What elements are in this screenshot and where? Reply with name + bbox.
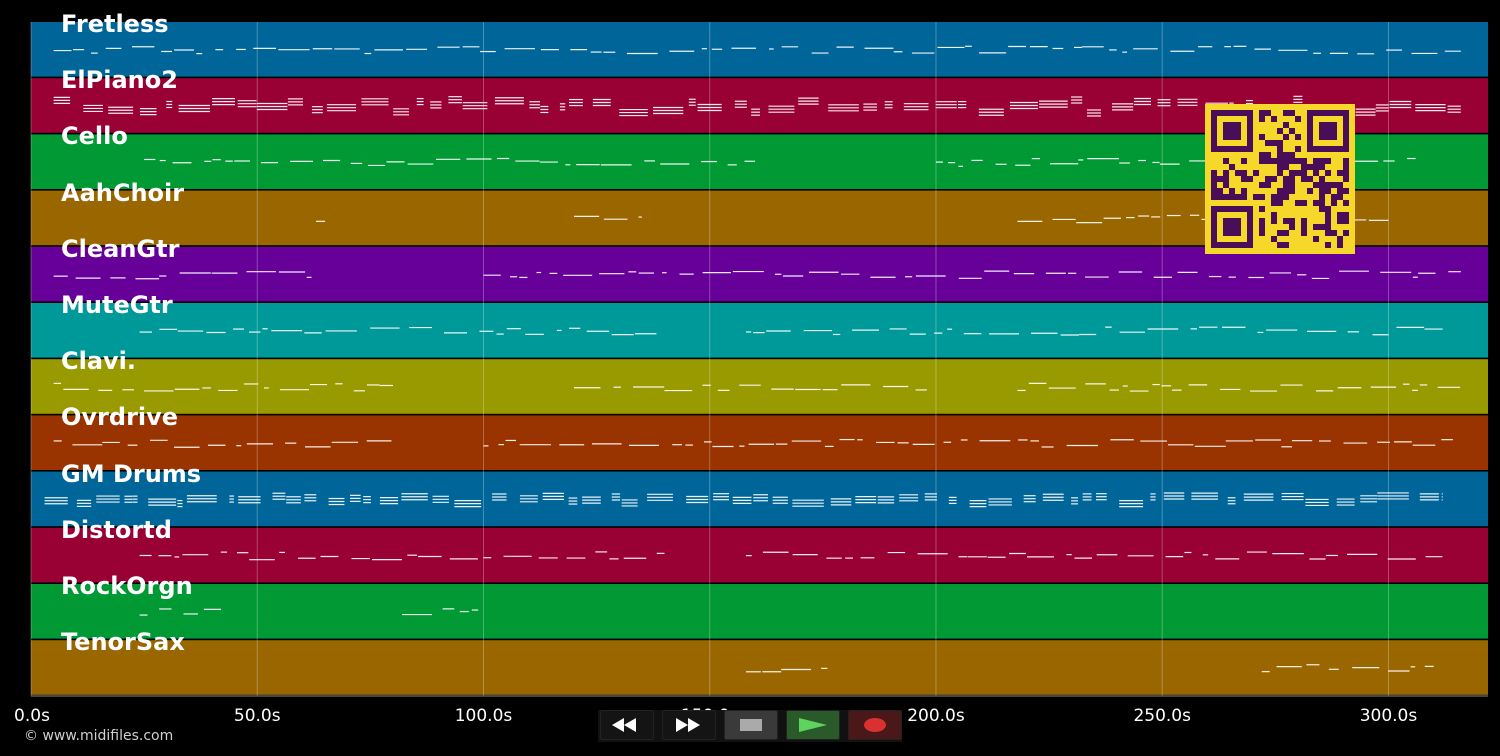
- track-band: [31, 640, 1488, 695]
- track-band: [31, 584, 1488, 639]
- track-label: ElPiano2: [61, 66, 178, 95]
- copyright-text: © www.midifiles.com: [24, 728, 174, 744]
- fast-forward-button[interactable]: [662, 710, 716, 740]
- play-icon: [799, 718, 827, 732]
- note-marks: [44, 45, 1461, 673]
- track-band: [31, 246, 1488, 302]
- track-band: [31, 22, 1488, 77]
- stop-button[interactable]: [724, 710, 778, 740]
- transport-controls: [598, 710, 902, 742]
- track-label: TenorSax: [61, 628, 185, 657]
- track-label: AahChoir: [61, 178, 185, 207]
- track-label: RockOrgn: [61, 572, 193, 600]
- rewind-button[interactable]: [600, 710, 654, 740]
- track-band: [31, 471, 1488, 527]
- track-band: [31, 415, 1488, 470]
- track-label: CleanGtr: [61, 234, 180, 263]
- track-label: Fretless: [61, 10, 169, 38]
- track-label: Ovrdrive: [61, 403, 179, 432]
- stop-icon: [740, 719, 762, 731]
- time-tick-label: 200.0s: [907, 706, 965, 726]
- record-icon: [864, 718, 886, 732]
- track-label: Cello: [61, 122, 128, 151]
- time-tick-label: 100.0s: [454, 706, 513, 726]
- track-label: Clavi.: [61, 347, 137, 376]
- time-tick-label: 50.0s: [233, 706, 281, 726]
- track-band: [31, 359, 1488, 414]
- time-tick-label: 0.0s: [14, 706, 50, 726]
- track-label: MuteGtr: [61, 291, 173, 319]
- record-button[interactable]: [848, 710, 902, 740]
- fast-forward-icon: [676, 718, 700, 732]
- qr-code-icon[interactable]: [1205, 104, 1355, 254]
- track-label: Distortd: [61, 515, 172, 544]
- rewind-icon: [612, 718, 636, 732]
- time-tick-label: 300.0s: [1359, 706, 1418, 726]
- play-button[interactable]: [786, 710, 840, 740]
- track-label: GM Drums: [61, 459, 202, 488]
- time-tick-label: 250.0s: [1133, 706, 1191, 726]
- track-band: [31, 527, 1488, 583]
